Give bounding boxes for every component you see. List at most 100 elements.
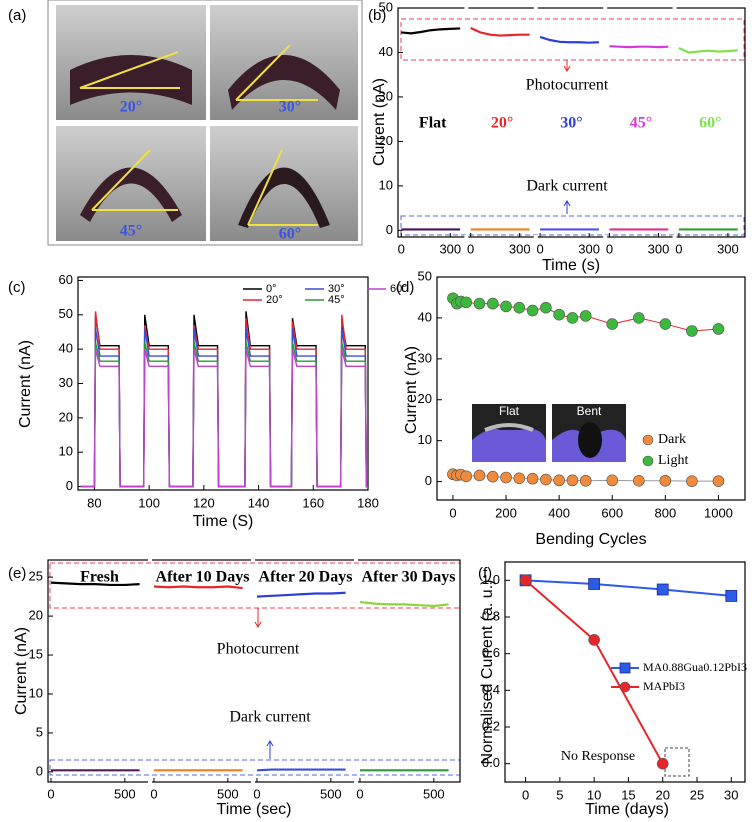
x-tick-label: 0	[253, 786, 260, 801]
y-tick-label: 10	[29, 685, 43, 700]
x-tick-label: 30	[724, 787, 738, 802]
marker	[526, 304, 539, 317]
legend-label: 45°	[328, 294, 345, 306]
photocurrent-line	[50, 581, 140, 587]
series-line	[80, 311, 368, 488]
x-tick-label: 100	[138, 495, 160, 510]
segment-label: Flat	[419, 115, 447, 132]
marker	[619, 681, 631, 693]
arrow	[563, 60, 571, 72]
x-tick-label: 0	[356, 786, 363, 801]
segment-gap	[354, 780, 358, 784]
marker	[460, 296, 473, 309]
x-tick-label: 400	[548, 505, 570, 520]
segment-gap	[464, 6, 469, 10]
marker	[553, 308, 565, 321]
segment-label: After 10 Days	[156, 569, 250, 586]
segment-gap	[672, 235, 677, 239]
marker	[686, 325, 698, 337]
segment-gap	[148, 558, 152, 562]
segment-gap	[251, 558, 255, 562]
x-tick-label: 0	[606, 241, 613, 256]
y-tick-label: 10	[59, 444, 73, 459]
marker	[579, 310, 592, 322]
y-tick-label: 40	[379, 44, 393, 59]
y-tick-label: 20	[379, 133, 393, 148]
y-tick-label: 0	[425, 473, 432, 488]
annotation: Dark current	[229, 709, 311, 726]
x-tick-label: 300	[578, 241, 600, 256]
marker	[588, 578, 601, 590]
marker	[513, 301, 526, 314]
photocurrent-line	[256, 591, 346, 598]
photocurrent-line	[359, 600, 449, 608]
x-tick-label: 500	[320, 786, 342, 801]
legend-label: 0°	[266, 283, 277, 295]
x-tick-label: 500	[114, 786, 136, 801]
plot-frame	[47, 559, 461, 783]
y-tick-label: 40	[59, 341, 73, 356]
series-line	[525, 579, 732, 597]
x-tick-label: 0	[47, 786, 54, 801]
y-tick-label: 0	[66, 478, 73, 493]
y-tick-label: 30	[418, 350, 432, 365]
x-tick-label: 300	[439, 241, 461, 256]
y-tick-label: 30	[379, 88, 393, 103]
panel-label: (f)	[478, 565, 492, 582]
legend-label: 20°	[266, 294, 283, 306]
marker	[642, 455, 654, 467]
marker	[500, 300, 512, 313]
x-tick-label: 1000	[704, 505, 733, 520]
photo	[210, 126, 358, 241]
x-tick-label: 80	[87, 495, 101, 510]
inset-photo	[552, 404, 626, 462]
arrow	[563, 200, 571, 214]
segment-gap	[603, 235, 608, 239]
y-tick-label: 0.4	[482, 682, 500, 697]
segment-gap	[251, 780, 255, 784]
y-tick-label: 15	[29, 646, 43, 661]
photocurrent-line	[470, 27, 530, 37]
x-tick-label: 300	[509, 241, 531, 256]
x-tick-label: 200	[495, 505, 517, 520]
segment-gap	[148, 780, 152, 784]
segment-gap	[672, 6, 677, 10]
dashed-box	[49, 759, 461, 776]
y-tick-label: 0.0	[482, 755, 500, 770]
photo	[56, 5, 206, 120]
x-tick-label: 0	[536, 241, 543, 256]
x-axis-title: Bending Cycles	[535, 531, 646, 548]
segment-gap	[464, 235, 469, 239]
x-tick-label: 300	[717, 241, 739, 256]
arrow	[266, 740, 274, 759]
dashed-box	[400, 18, 745, 61]
marker	[460, 470, 473, 483]
legend-label: 30°	[328, 283, 345, 295]
y-tick-label: 60	[59, 272, 73, 287]
y-tick-label: 50	[379, 0, 393, 14]
photocurrent-line	[678, 47, 738, 54]
y-tick-label: 20	[29, 608, 43, 623]
segment-gap	[603, 6, 608, 10]
dark-current-line	[256, 768, 346, 772]
legend-label: Light	[658, 453, 688, 468]
marker	[473, 297, 486, 310]
segment-label: After 30 Days	[362, 569, 456, 586]
x-tick-label: 500	[423, 786, 445, 801]
segment-label: 45°	[630, 115, 652, 132]
y-axis-title: Current (nA)	[371, 78, 388, 166]
x-tick-label: 5	[556, 787, 563, 802]
panel-label: (e)	[8, 565, 26, 582]
marker	[632, 312, 645, 324]
legend-label: MAPbI3	[643, 679, 685, 693]
inset-label: Bent	[577, 404, 602, 418]
x-tick-label: 20	[655, 787, 669, 802]
marker	[553, 474, 565, 487]
x-tick-label: 600	[601, 505, 623, 520]
plot-frame	[77, 276, 369, 491]
y-tick-label: 1.0	[482, 572, 500, 587]
y-tick-label: 40	[418, 309, 432, 324]
angle-label: 30°	[279, 99, 301, 116]
y-axis-title: Normalised Current (a. u.)	[479, 580, 496, 765]
marker	[588, 634, 600, 646]
